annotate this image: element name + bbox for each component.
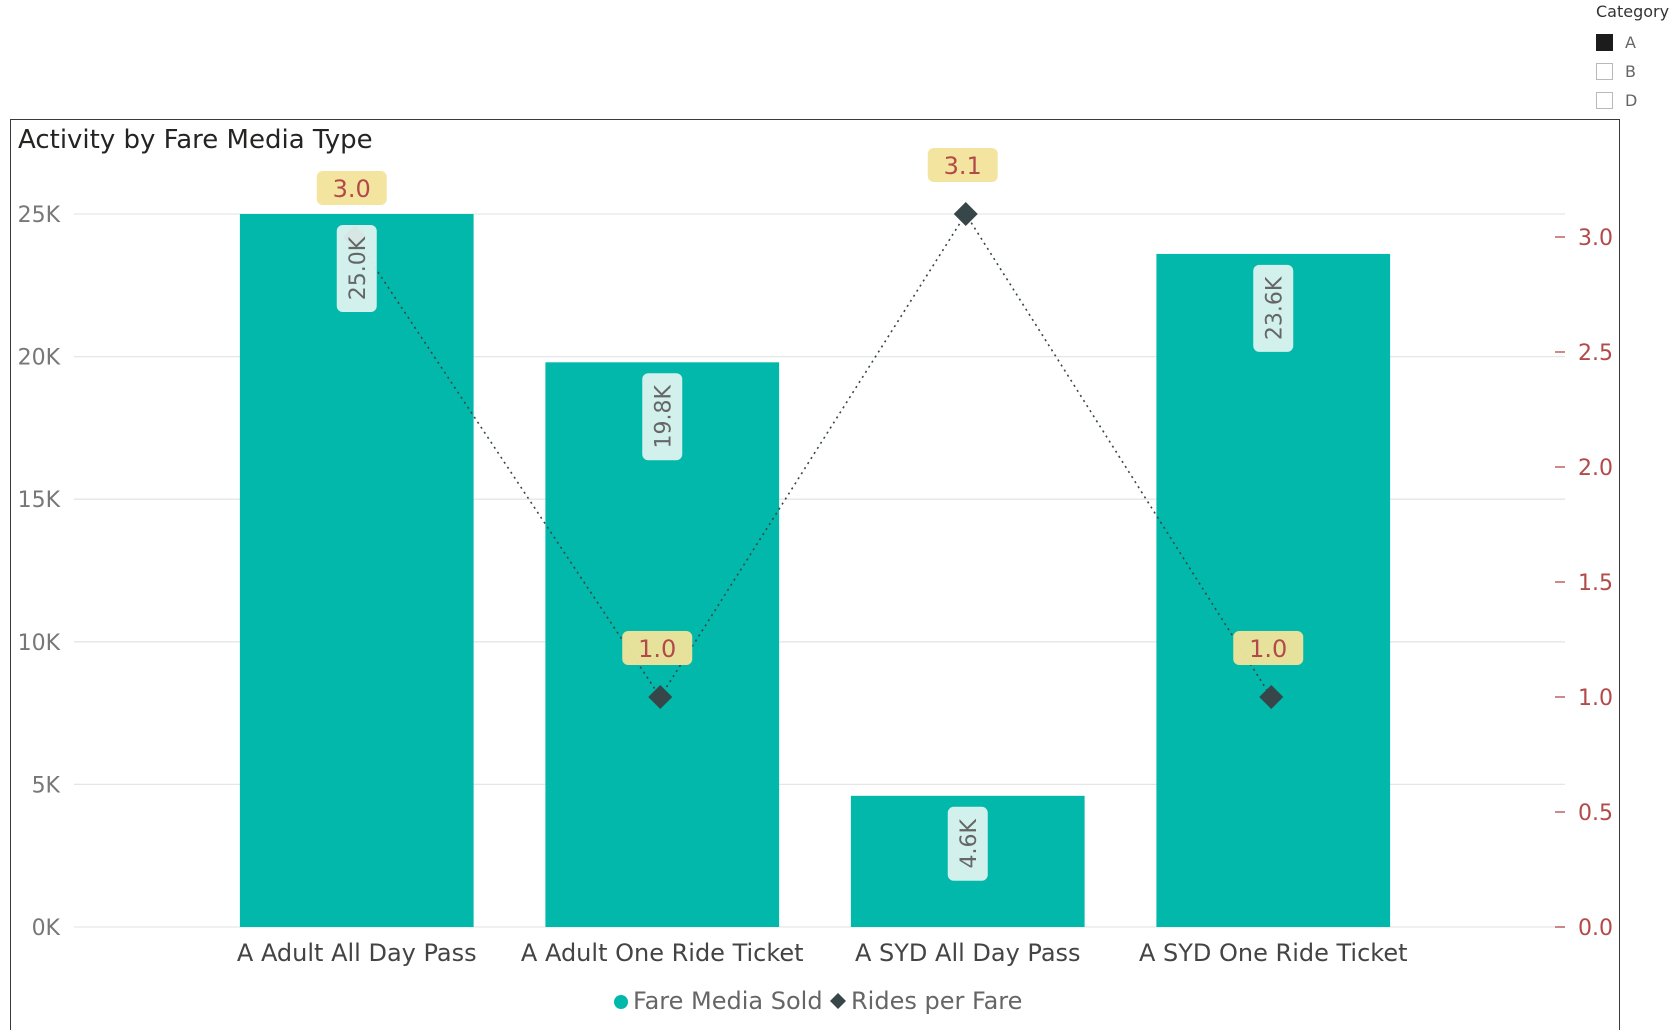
line-data-label-bg bbox=[927, 148, 998, 182]
bar-data-label-text: 19.8K bbox=[651, 385, 676, 449]
legend-marker-fare-media-sold bbox=[614, 995, 628, 1009]
bar-data-label-text: 4.6K bbox=[957, 819, 982, 869]
slicer-item-b[interactable]: B bbox=[1596, 61, 1636, 81]
bar-data-label-text: 25.0K bbox=[346, 236, 371, 300]
checkbox-d[interactable] bbox=[1596, 91, 1613, 109]
line-data-label-bg bbox=[1233, 631, 1304, 665]
y-left-tick-label: 25K bbox=[18, 203, 61, 228]
line-series-rides-per-fare bbox=[354, 212, 1272, 699]
y-left-tick-label: 20K bbox=[18, 346, 61, 371]
slicer-label-b: B bbox=[1625, 61, 1636, 81]
bar-data-label-bg bbox=[947, 806, 988, 881]
line-marker[interactable] bbox=[648, 685, 673, 709]
y-right-tick-label: 2.0 bbox=[1578, 456, 1613, 481]
y-right-tick-label: 0.0 bbox=[1578, 916, 1613, 941]
checkbox-b[interactable] bbox=[1596, 62, 1613, 80]
y-right-tick-label: 2.5 bbox=[1578, 341, 1613, 366]
legend-label-fare-media-sold[interactable]: Fare Media Sold bbox=[633, 987, 823, 1015]
line-data-label: 1.0 bbox=[1249, 635, 1287, 663]
y-right-tick-label: 0.5 bbox=[1578, 801, 1613, 826]
checkbox-a[interactable] bbox=[1596, 33, 1613, 51]
y-left-tick-label: 0K bbox=[32, 916, 61, 941]
x-tick-label: A Adult One Ride Ticket bbox=[521, 939, 804, 967]
slicer-label-d: D bbox=[1625, 90, 1638, 110]
category-slicer: Category A B D bbox=[1596, 0, 1675, 115]
line-data-label-bg bbox=[622, 631, 693, 665]
bar-data-label-bg bbox=[1253, 264, 1294, 352]
line-data-label: 3.0 bbox=[333, 175, 371, 203]
line-data-label-bg bbox=[316, 171, 387, 205]
bar-data-label-bg bbox=[336, 225, 377, 312]
line-marker[interactable] bbox=[953, 202, 978, 226]
line-data-label: 3.1 bbox=[944, 152, 982, 180]
y-right-tick-label: 1.5 bbox=[1578, 571, 1613, 596]
legend-marker-rides-per-fare bbox=[830, 993, 846, 1009]
slicer-title: Category bbox=[1596, 2, 1670, 21]
y-left-tick-label: 10K bbox=[18, 631, 61, 656]
line-data-label: 1.0 bbox=[638, 635, 676, 663]
legend-label-rides-per-fare[interactable]: Rides per Fare bbox=[851, 987, 1022, 1015]
bar[interactable] bbox=[1156, 253, 1391, 928]
line-marker[interactable] bbox=[1259, 685, 1284, 709]
y-left-tick-label: 15K bbox=[18, 488, 61, 513]
chart-title: Activity by Fare Media Type bbox=[18, 125, 373, 155]
y-right-tick-label: 1.0 bbox=[1578, 686, 1613, 711]
x-tick-label: A SYD All Day Pass bbox=[855, 939, 1081, 967]
bar-data-label: 25.0K bbox=[336, 225, 377, 312]
bar[interactable] bbox=[239, 214, 474, 927]
bar-data-label: 19.8K bbox=[642, 373, 683, 461]
bar-data-label: 4.6K bbox=[947, 806, 988, 881]
y-right-tick-label: 3.0 bbox=[1578, 226, 1613, 251]
bar-data-label: 23.6K bbox=[1253, 264, 1294, 352]
slicer-label-a: A bbox=[1625, 32, 1636, 52]
bar-data-label-text: 23.6K bbox=[1262, 276, 1287, 340]
x-tick-label: A Adult All Day Pass bbox=[237, 939, 477, 967]
x-tick-label: A SYD One Ride Ticket bbox=[1139, 939, 1408, 967]
slicer-item-d[interactable]: D bbox=[1596, 90, 1637, 110]
slicer-item-a[interactable]: A bbox=[1596, 32, 1636, 52]
bar-data-label-bg bbox=[642, 373, 683, 461]
y-left-tick-label: 5K bbox=[32, 773, 61, 798]
